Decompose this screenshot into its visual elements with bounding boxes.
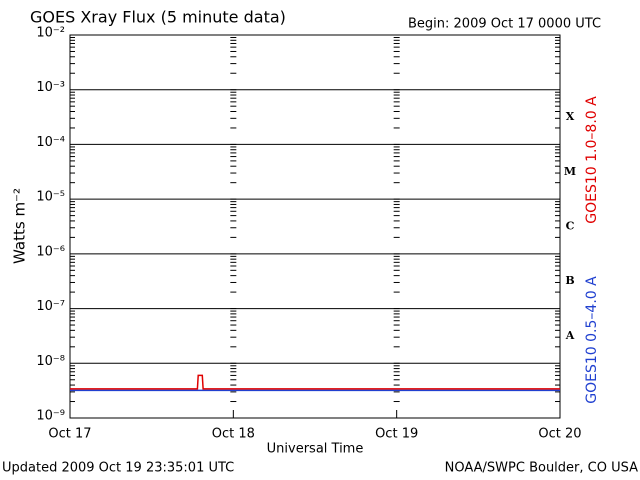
y-tick-label: 10⁻⁶	[36, 244, 65, 259]
flare-class-label: M	[564, 165, 576, 178]
legend-label: GOES10 0.5–4.0 A	[584, 276, 600, 404]
x-tick-label: Oct 18	[212, 427, 255, 442]
footer-right: NOAA/SWPC Boulder, CO USA	[445, 461, 638, 476]
footer-left: Updated 2009 Oct 19 23:35:01 UTC	[2, 461, 234, 476]
x-tick-label: Oct 17	[48, 427, 91, 442]
flare-class-label: A	[565, 329, 575, 342]
y-tick-label: 10⁻²	[36, 26, 65, 41]
chart-subtitle: Begin: 2009 Oct 17 0000 UTC	[408, 17, 601, 32]
legend-label: GOES10 1.0–8.0 A	[584, 96, 600, 224]
x-tick-label: Oct 19	[375, 427, 418, 442]
flare-class-label: B	[565, 274, 574, 287]
y-tick-label: 10⁻⁹	[36, 409, 65, 424]
y-tick-label: 10⁻⁸	[36, 354, 65, 369]
chart-title: GOES Xray Flux (5 minute data)	[30, 8, 286, 27]
y-tick-label: 10⁻³	[36, 80, 65, 95]
y-tick-label: 10⁻⁵	[36, 190, 65, 205]
flare-class-label: X	[566, 110, 575, 123]
plot-frame	[69, 34, 561, 419]
y-axis-label: Watts m⁻²	[11, 188, 29, 264]
y-tick-label: 10⁻⁷	[36, 299, 65, 314]
series-line	[70, 374, 560, 390]
x-axis-label: Universal Time	[267, 442, 364, 457]
x-tick-label: Oct 20	[538, 427, 581, 442]
flare-class-label: C	[566, 220, 575, 233]
y-tick-label: 10⁻⁴	[36, 135, 65, 150]
